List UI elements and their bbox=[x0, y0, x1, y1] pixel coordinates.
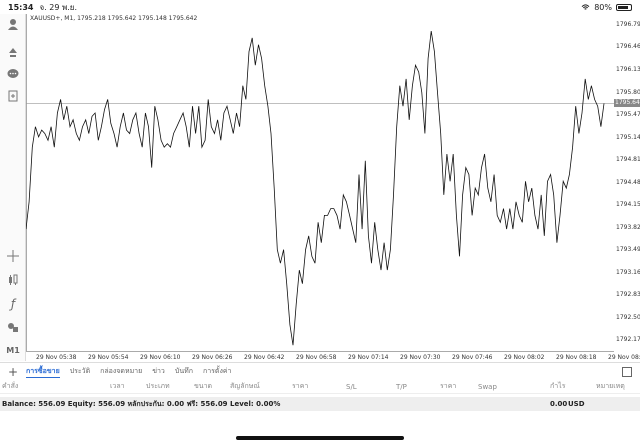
time-tick: 29 Nov 06:10 bbox=[140, 354, 181, 361]
col-price-current: ราคา bbox=[440, 382, 457, 390]
tab-trade[interactable]: การซื้อขาย bbox=[26, 366, 60, 378]
battery-icon bbox=[616, 3, 632, 11]
tab-journal[interactable]: บันทึก bbox=[174, 367, 193, 375]
price-tick: 1793.820 bbox=[616, 223, 640, 231]
col-order: คำสั่ง bbox=[2, 382, 19, 390]
time-axis: 29 Nov 05:38 29 Nov 05:54 29 Nov 06:10 29 N… bbox=[26, 352, 640, 362]
tab-mailbox[interactable]: กล่องจดหมาย bbox=[100, 367, 143, 375]
price-tick: 1793.160 bbox=[616, 268, 640, 276]
price-tick: 1794.480 bbox=[616, 178, 640, 186]
col-type: ประเภท bbox=[146, 382, 170, 390]
status-bar: 15:34 จ. 29 พ.ย. 80% bbox=[0, 0, 640, 14]
time-tick: 29 Nov 05:38 bbox=[36, 354, 77, 361]
chart-info: XAUUSD+, M1, 1795.218 1795.642 1795.148 … bbox=[30, 15, 198, 22]
col-profit: กำไร bbox=[550, 382, 566, 390]
time-tick: 29 Nov 06:58 bbox=[296, 354, 337, 361]
orders-table-header: คำสั่ง เวลา ประเภท ขนาด สัญลักษณ์ ราคา S… bbox=[0, 380, 640, 394]
time-tick: 29 Nov 08:34 bbox=[608, 354, 640, 361]
status-date: จ. 29 พ.ย. bbox=[39, 2, 78, 12]
balance-row: Balance: 556.09 Equity: 556.09 หลักประกั… bbox=[0, 397, 640, 411]
new-file-icon[interactable] bbox=[5, 88, 21, 104]
col-price: ราคา bbox=[292, 382, 309, 390]
timeframe-button[interactable]: M1 bbox=[6, 345, 20, 355]
price-tick: 1796.460 bbox=[616, 43, 640, 51]
time-tick: 29 Nov 07:14 bbox=[348, 354, 389, 361]
time-tick: 29 Nov 08:02 bbox=[504, 354, 545, 361]
add-icon[interactable]: + bbox=[7, 364, 19, 379]
price-tick: 1796.790 bbox=[616, 20, 640, 28]
time-tick: 29 Nov 06:42 bbox=[244, 354, 285, 361]
col-swap: Swap bbox=[478, 382, 497, 391]
chat-icon[interactable] bbox=[5, 66, 21, 82]
price-tick: 1794.150 bbox=[616, 201, 640, 209]
objects-icon[interactable] bbox=[5, 319, 21, 335]
tab-news[interactable]: ข่าว bbox=[152, 367, 165, 375]
battery-percent: 80% bbox=[594, 2, 612, 12]
time-tick: 29 Nov 06:26 bbox=[192, 354, 233, 361]
price-tick: 1792.830 bbox=[616, 291, 640, 299]
price-chart[interactable] bbox=[26, 14, 614, 352]
time-tick: 29 Nov 07:46 bbox=[452, 354, 493, 361]
col-time: เวลา bbox=[110, 382, 125, 390]
price-tick: 1795.470 bbox=[616, 111, 640, 119]
balance-summary: Balance: 556.09 Equity: 556.09 หลักประกั… bbox=[2, 399, 281, 408]
tab-history[interactable]: ประวัติ bbox=[69, 367, 91, 375]
function-icon[interactable]: ƒ bbox=[10, 297, 16, 311]
candles-icon[interactable] bbox=[5, 272, 21, 288]
price-tick: 1792.500 bbox=[616, 313, 640, 321]
price-series-line bbox=[26, 31, 605, 346]
wifi-icon bbox=[581, 3, 590, 10]
account-currency: USD bbox=[568, 400, 585, 408]
col-volume: ขนาด bbox=[194, 382, 213, 390]
col-sl: S/L bbox=[346, 382, 357, 391]
layout-icon[interactable] bbox=[622, 366, 632, 377]
total-profit: 0.00 bbox=[550, 400, 568, 408]
price-tick: 1795.800 bbox=[616, 88, 640, 96]
chart-area[interactable] bbox=[26, 14, 614, 352]
transfer-icon[interactable] bbox=[5, 44, 21, 60]
col-tp: T/P bbox=[396, 382, 407, 391]
user-icon[interactable] bbox=[5, 16, 21, 32]
terminal-tab-bar: + การซื้อขาย ประวัติ กล่องจดหมาย ข่าว บั… bbox=[0, 362, 640, 380]
home-indicator bbox=[236, 436, 404, 440]
price-tick: 1795.140 bbox=[616, 133, 640, 141]
price-axis: 1796.790 1796.460 1796.130 1795.800 1795.470… bbox=[614, 14, 640, 352]
price-tick: 1793.490 bbox=[616, 246, 640, 254]
status-time: 15:34 bbox=[8, 2, 34, 12]
price-tick: 1794.810 bbox=[616, 156, 640, 164]
price-tick: 1792.170 bbox=[616, 336, 640, 344]
current-price-label: 1795.642 bbox=[614, 99, 640, 108]
time-tick: 29 Nov 05:54 bbox=[88, 354, 129, 361]
col-comment: หมายเหตุ bbox=[596, 382, 625, 390]
time-tick: 29 Nov 07:30 bbox=[400, 354, 441, 361]
time-tick: 29 Nov 08:18 bbox=[556, 354, 597, 361]
col-symbol: สัญลักษณ์ bbox=[230, 382, 260, 390]
tab-settings[interactable]: การตั้งค่า bbox=[202, 367, 232, 375]
left-toolbar: ƒ M1 bbox=[0, 14, 26, 361]
price-tick: 1796.130 bbox=[616, 65, 640, 73]
crosshair-icon[interactable] bbox=[5, 248, 21, 264]
